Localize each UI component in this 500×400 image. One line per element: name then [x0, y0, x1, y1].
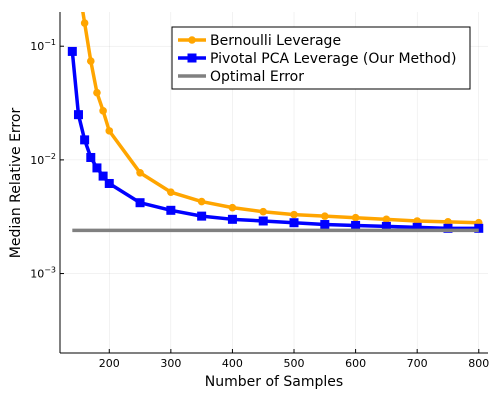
data-point-circle: [93, 88, 101, 97]
data-point-square: [86, 152, 96, 162]
x-axis-label: Number of Samples: [205, 374, 343, 390]
data-point-circle: [382, 215, 391, 224]
data-point-circle: [444, 218, 452, 226]
data-point-circle: [105, 127, 114, 135]
data-point-circle: [197, 197, 206, 206]
series-layer: [67, 12, 484, 233]
legend-label: Bernoulli Leverage: [210, 33, 341, 49]
axes: [59, 12, 488, 354]
data-point-circle: [80, 19, 89, 27]
x-tick-label: 400: [222, 357, 243, 370]
data-point-square: [197, 211, 207, 221]
data-point-square: [135, 198, 145, 208]
data-point-square: [351, 220, 361, 230]
data-point-square: [412, 222, 422, 232]
data-point-circle: [351, 213, 360, 222]
legend-box: [171, 26, 471, 90]
data-point-square: [98, 171, 108, 181]
data-point-circle: [136, 168, 144, 177]
data-point-circle: [86, 57, 95, 65]
data-point-square: [104, 178, 114, 188]
data-point-square: [381, 221, 391, 231]
y-tick-label: 10−1: [30, 38, 56, 53]
data-point-square: [166, 205, 176, 215]
y-axis-label: Median Relative Error: [8, 108, 24, 259]
legend: Bernoulli Leverage Pivotal PCA Leverage (…: [171, 26, 471, 90]
data-point-square: [92, 163, 102, 173]
data-point-square: [320, 220, 330, 230]
y-tick-label: 10−3: [30, 266, 56, 281]
data-point-circle: [228, 203, 237, 212]
legend-marker-circle: [188, 36, 196, 44]
legend-marker-square: [187, 53, 197, 63]
x-tick-label: 700: [407, 357, 428, 370]
data-point-square: [474, 223, 484, 233]
data-point-square: [67, 46, 77, 56]
data-point-circle: [321, 212, 329, 220]
data-point-square: [73, 110, 83, 120]
data-point-square: [443, 223, 453, 233]
legend-label: Optimal Error: [210, 69, 304, 85]
data-point-square: [289, 218, 299, 228]
series-line-0: [81, 12, 479, 225]
x-tick-label: 500: [284, 357, 305, 370]
data-point-square: [258, 216, 268, 226]
x-tick-label: 800: [468, 357, 489, 370]
x-tick-label: 600: [345, 357, 366, 370]
data-point-square: [227, 214, 237, 224]
x-tick-label: 300: [160, 357, 181, 370]
data-point-square: [80, 135, 90, 145]
y-tick-label: 10−2: [30, 152, 56, 167]
legend-label: Pivotal PCA Leverage (Our Method): [210, 51, 456, 67]
data-point-circle: [259, 207, 268, 216]
data-point-circle: [99, 107, 107, 115]
data-point-circle: [290, 210, 298, 219]
tick-labels: 200 300 400 500 600 700 800 10−1 10−2 10−3: [30, 38, 489, 370]
x-tick-label: 200: [99, 357, 120, 370]
data-point-circle: [167, 188, 175, 196]
